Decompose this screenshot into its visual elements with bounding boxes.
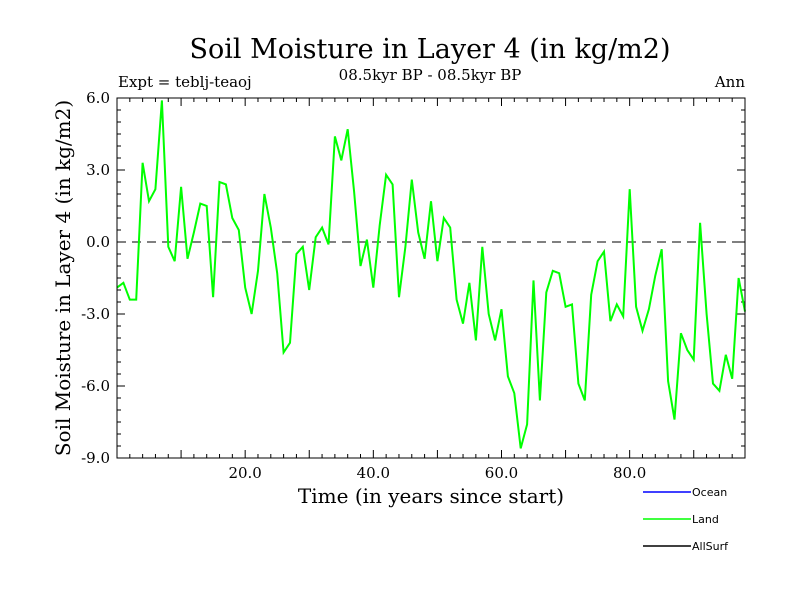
legend-label-allsurf: AllSurf <box>692 540 729 553</box>
axis-ticks <box>117 98 745 458</box>
y-tick-label: 0.0 <box>86 233 110 251</box>
y-axis-label: Soil Moisture in Layer 4 (in kg/m2) <box>51 100 75 456</box>
y-tick-label: -6.0 <box>81 377 110 395</box>
tick-labels: 20.0 40.0 60.0 80.0 -9.0 -6.0 -3.0 0.0 3.0 6.0 <box>81 89 646 482</box>
chart-title: Soil Moisture in Layer 4 (in kg/m2) <box>189 34 670 65</box>
x-tick-label: 60.0 <box>485 464 518 482</box>
y-tick-label: 6.0 <box>86 89 110 107</box>
x-tick-label: 80.0 <box>613 464 646 482</box>
y-tick-label: -3.0 <box>81 305 110 323</box>
period-label: Ann <box>714 73 745 91</box>
x-axis-label: Time (in years since start) <box>298 484 564 508</box>
plot-frame <box>116 97 746 459</box>
x-tick-label: 20.0 <box>228 464 261 482</box>
chart-subtitle: 08.5kyr BP - 08.5kyr BP <box>339 66 522 84</box>
x-tick-label: 40.0 <box>357 464 390 482</box>
legend-label-ocean: Ocean <box>692 486 727 499</box>
experiment-label: Expt = teblj-teaoj <box>118 73 252 91</box>
y-tick-label: 3.0 <box>86 161 110 179</box>
legend: Ocean Land AllSurf <box>643 486 729 553</box>
y-tick-label: -9.0 <box>81 449 110 467</box>
legend-label-land: Land <box>692 513 719 526</box>
series-line-land <box>116 100 746 449</box>
